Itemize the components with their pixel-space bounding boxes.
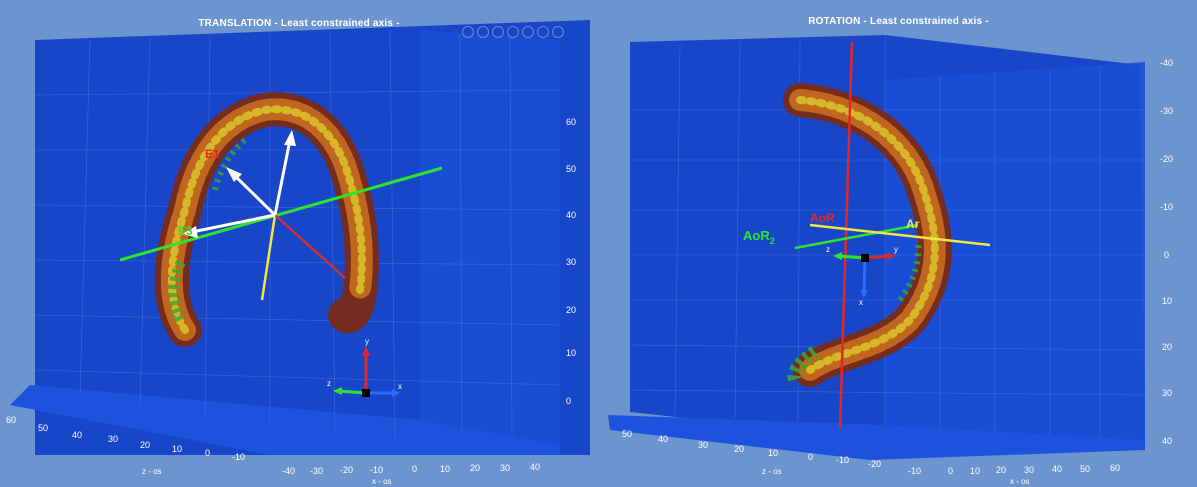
- svg-text:40: 40: [1162, 436, 1172, 446]
- triad-x-label: x: [859, 298, 863, 307]
- svg-text:60: 60: [6, 415, 16, 425]
- svg-text:10: 10: [172, 444, 182, 454]
- svg-text:30: 30: [566, 257, 576, 267]
- pan-icon[interactable]: [477, 26, 489, 38]
- translation-plot-title: TRANSLATION - Least constrained axis -: [198, 18, 400, 29]
- dental-arch-mesh: [154, 92, 379, 347]
- svg-text:40: 40: [72, 430, 82, 440]
- aor1-axis-line: [838, 41, 854, 429]
- svg-text:30: 30: [698, 440, 708, 450]
- dental-arch-mesh: [783, 83, 952, 387]
- z-axis-ticks: 60 50 40 30 20 10 0 -10: [6, 415, 245, 462]
- svg-text:10: 10: [1162, 296, 1172, 306]
- svg-text:30: 30: [1162, 388, 1172, 398]
- svg-text:-30: -30: [1160, 106, 1173, 116]
- svg-text:50: 50: [38, 423, 48, 433]
- floor-plane: [10, 385, 560, 455]
- svg-text:20: 20: [140, 440, 150, 450]
- ar-label: Ar: [906, 217, 920, 231]
- aor1-label: AoR: [810, 211, 835, 225]
- triad-y-label: y: [894, 245, 898, 254]
- yellow-vector: [260, 214, 277, 301]
- svg-text:30: 30: [1024, 465, 1034, 475]
- svg-text:-10: -10: [370, 465, 383, 475]
- coordinate-triad: y z x: [327, 337, 402, 397]
- svg-text:20: 20: [470, 463, 480, 473]
- floor-plane: [608, 415, 1145, 460]
- triad-x-label: x: [398, 382, 402, 391]
- zoom-out-icon[interactable]: [507, 26, 519, 38]
- svg-text:40: 40: [658, 434, 668, 444]
- translation-plot-panel: E1 E3 y z x 0 10 20 30 40 50 60 -40: [0, 0, 598, 487]
- x-axis-ticks: -40 -30 -20 -10 0 10 20 30 40: [282, 462, 540, 476]
- svg-text:0: 0: [412, 464, 417, 474]
- svg-text:40: 40: [530, 462, 540, 472]
- svg-text:10: 10: [768, 448, 778, 458]
- x-axis-label: x - os: [1010, 477, 1030, 486]
- reset-view-icon[interactable]: [552, 26, 564, 38]
- coordinate-triad: z y x: [826, 245, 898, 307]
- svg-text:0: 0: [1164, 250, 1169, 260]
- x-axis-label: x - os: [372, 477, 392, 486]
- rotation-3d-axes[interactable]: AoR AoR2 Ar z y x -40 -30 -20 -10 0 10 2…: [600, 0, 1197, 487]
- z-axis-label: z - os: [142, 467, 162, 476]
- svg-text:20: 20: [996, 465, 1006, 475]
- side-wall: [420, 30, 560, 445]
- svg-text:0: 0: [808, 452, 813, 462]
- svg-text:-20: -20: [868, 459, 881, 469]
- svg-text:50: 50: [566, 164, 576, 174]
- svg-text:-20: -20: [340, 465, 353, 475]
- svg-text:50: 50: [622, 429, 632, 439]
- zoom-in-icon[interactable]: [492, 26, 504, 38]
- triad-z-label: z: [826, 245, 830, 254]
- svg-text:-10: -10: [1160, 202, 1173, 212]
- front-face: [885, 62, 1145, 440]
- svg-text:10: 10: [566, 348, 576, 358]
- svg-text:-10: -10: [908, 466, 921, 476]
- rotation-plot-title: ROTATION - Least constrained axis -: [808, 16, 989, 27]
- svg-text:40: 40: [1052, 464, 1062, 474]
- svg-text:20: 20: [566, 305, 576, 315]
- z-axis-ticks: 50 40 30 20 10 0 -10 -20: [622, 429, 881, 469]
- translation-3d-axes[interactable]: E1 E3 y z x 0 10 20 30 40 50 60 -40: [0, 0, 598, 487]
- svg-text:-40: -40: [1160, 58, 1173, 68]
- ar-axis-line: [809, 223, 991, 247]
- red-vector: [274, 214, 346, 279]
- aor2-label: AoR2: [743, 228, 775, 246]
- svg-text:30: 30: [500, 463, 510, 473]
- svg-text:50: 50: [1080, 464, 1090, 474]
- figure-toolbar: [462, 26, 564, 40]
- svg-text:20: 20: [734, 444, 744, 454]
- aor2-axis-line: [794, 223, 919, 250]
- svg-text:20: 20: [1162, 342, 1172, 352]
- rotation-plot-panel: AoR AoR2 Ar z y x -40 -30 -20 -10 0 10 2…: [600, 0, 1197, 487]
- svg-text:-30: -30: [310, 466, 323, 476]
- svg-text:10: 10: [970, 466, 980, 476]
- x-axis-ticks: -10 0 10 20 30 40 50 60: [908, 463, 1120, 476]
- eigenvector-arrows: [182, 130, 296, 238]
- e1-label: E1: [205, 147, 220, 161]
- svg-text:60: 60: [566, 117, 576, 127]
- e3-label: E3: [178, 224, 193, 238]
- svg-text:40: 40: [566, 210, 576, 220]
- data-cursor-icon[interactable]: [522, 26, 534, 38]
- green-axis-line: [119, 166, 443, 262]
- triad-y-label: y: [365, 337, 369, 346]
- z-axis-label: z - os: [762, 467, 782, 476]
- svg-text:0: 0: [948, 466, 953, 476]
- rotate-3d-icon[interactable]: [462, 26, 474, 38]
- svg-text:30: 30: [108, 434, 118, 444]
- triad-z-label: z: [327, 379, 331, 388]
- y-axis-ticks: 0 10 20 30 40 50 60: [566, 117, 576, 406]
- svg-text:-40: -40: [282, 466, 295, 476]
- svg-text:-10: -10: [836, 455, 849, 465]
- svg-text:0: 0: [566, 396, 571, 406]
- svg-text:10: 10: [440, 464, 450, 474]
- svg-text:-10: -10: [232, 452, 245, 462]
- svg-text:0: 0: [205, 448, 210, 458]
- brush-icon[interactable]: [537, 26, 549, 38]
- svg-text:60: 60: [1110, 463, 1120, 473]
- y-axis-ticks: -40 -30 -20 -10 0 10 20 30 40: [1160, 58, 1173, 446]
- svg-text:-20: -20: [1160, 154, 1173, 164]
